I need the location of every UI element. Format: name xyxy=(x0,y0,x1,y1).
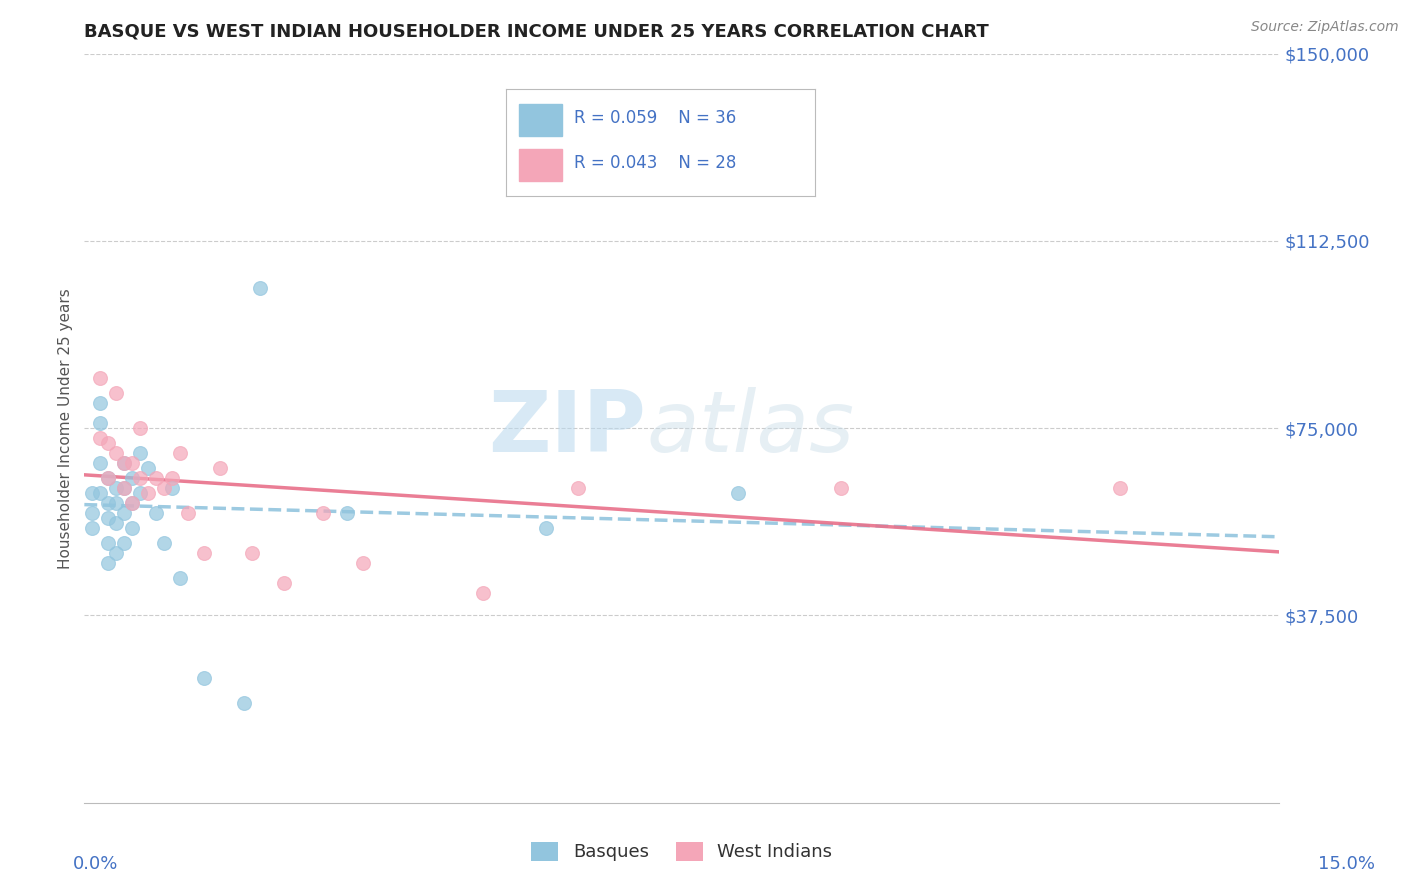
Point xyxy=(105,516,128,530)
Text: R = 0.059    N = 36: R = 0.059 N = 36 xyxy=(574,109,737,127)
Point xyxy=(830,481,852,495)
Point xyxy=(169,446,191,460)
Point xyxy=(129,471,152,485)
Point xyxy=(112,481,135,495)
Point xyxy=(160,481,183,495)
Text: atlas: atlas xyxy=(647,386,853,470)
Point xyxy=(121,496,143,510)
Point xyxy=(112,481,135,495)
Point xyxy=(97,536,120,550)
Point xyxy=(249,281,271,295)
Point xyxy=(136,461,159,475)
Point xyxy=(105,446,128,460)
Point xyxy=(273,576,295,591)
Point xyxy=(471,586,494,600)
Point xyxy=(352,556,374,570)
Text: 15.0%: 15.0% xyxy=(1319,855,1375,872)
Point xyxy=(97,436,120,450)
Point xyxy=(153,481,176,495)
Point xyxy=(208,461,231,475)
Point xyxy=(121,471,143,485)
Point xyxy=(336,506,359,520)
Point xyxy=(89,456,111,470)
Point xyxy=(193,671,215,685)
Text: Source: ZipAtlas.com: Source: ZipAtlas.com xyxy=(1251,20,1399,34)
Point xyxy=(105,481,128,495)
Point xyxy=(112,536,135,550)
Point xyxy=(129,446,152,460)
Point xyxy=(89,371,111,385)
Text: BASQUE VS WEST INDIAN HOUSEHOLDER INCOME UNDER 25 YEARS CORRELATION CHART: BASQUE VS WEST INDIAN HOUSEHOLDER INCOME… xyxy=(84,23,988,41)
Point xyxy=(82,486,104,500)
Point xyxy=(105,386,128,401)
Point xyxy=(153,536,176,550)
Point xyxy=(89,486,111,500)
Point xyxy=(1109,481,1132,495)
Point xyxy=(105,496,128,510)
Point xyxy=(536,521,558,535)
Point xyxy=(136,486,159,500)
Point xyxy=(312,506,335,520)
Point xyxy=(193,546,215,560)
Point xyxy=(89,396,111,410)
Legend: Basques, West Indians: Basques, West Indians xyxy=(524,835,839,869)
Point xyxy=(177,506,200,520)
Point xyxy=(121,496,143,510)
Point xyxy=(97,471,120,485)
Point xyxy=(160,471,183,485)
Point xyxy=(105,546,128,560)
Point xyxy=(145,471,167,485)
Point xyxy=(567,481,589,495)
Point xyxy=(169,571,191,585)
Bar xyxy=(519,104,562,136)
Point xyxy=(121,456,143,470)
Point xyxy=(129,486,152,500)
Point xyxy=(82,521,104,535)
Point xyxy=(112,456,135,470)
Point xyxy=(145,506,167,520)
Text: R = 0.043    N = 28: R = 0.043 N = 28 xyxy=(574,154,737,172)
Y-axis label: Householder Income Under 25 years: Householder Income Under 25 years xyxy=(58,288,73,568)
Bar xyxy=(519,149,562,181)
Point xyxy=(121,521,143,535)
Point xyxy=(97,471,120,485)
Point xyxy=(112,506,135,520)
Point xyxy=(240,546,263,560)
Point xyxy=(97,556,120,570)
Point xyxy=(97,496,120,510)
Point xyxy=(727,486,749,500)
Point xyxy=(89,416,111,430)
Text: ZIP: ZIP xyxy=(488,386,647,470)
Point xyxy=(89,431,111,445)
Point xyxy=(97,511,120,525)
Point xyxy=(129,421,152,435)
Point xyxy=(112,456,135,470)
Text: 0.0%: 0.0% xyxy=(73,855,118,872)
Point xyxy=(82,506,104,520)
Point xyxy=(232,696,254,710)
